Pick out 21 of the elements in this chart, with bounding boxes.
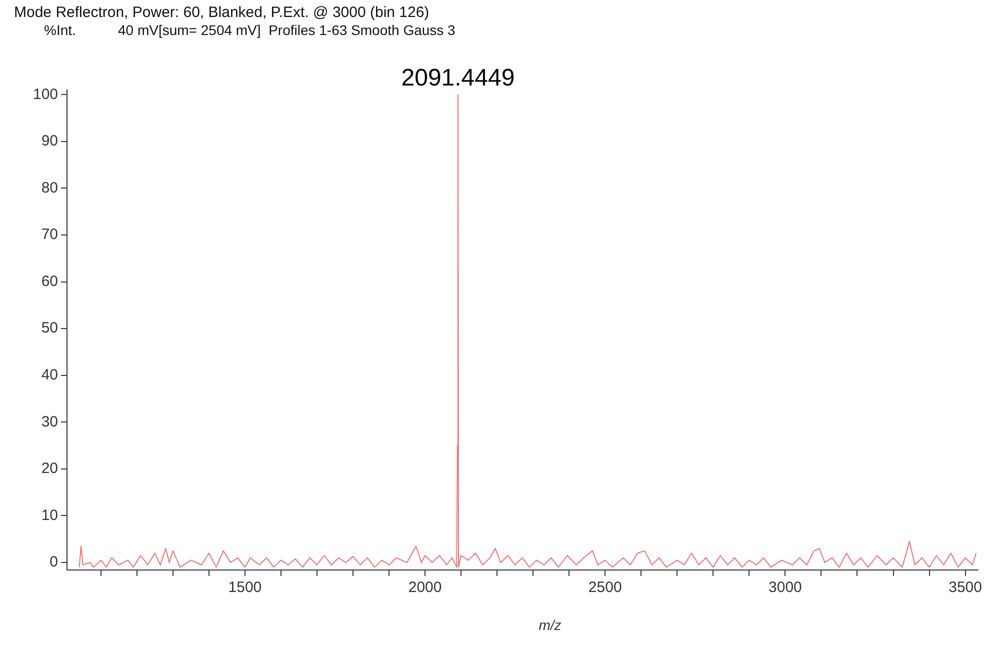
x-tick-label: 2500 xyxy=(588,579,622,596)
y-tick-label: 60 xyxy=(41,272,58,290)
chart-title: Mode Reflectron, Power: 60, Blanked, P.Ext. @ 3000 (bin 126) xyxy=(14,4,430,21)
x-tick-label: 2000 xyxy=(408,579,442,596)
x-axis-title: m/z xyxy=(538,617,562,633)
y-tick-label: 40 xyxy=(41,366,58,384)
y-axis-title: %Int. xyxy=(44,22,76,38)
chart-subtitle: 40 mV[sum= 2504 mV] Profiles 1-63 Smooth Gauss 3 xyxy=(118,22,456,38)
x-tick-label: 1500 xyxy=(228,579,262,596)
y-tick-label: 80 xyxy=(41,179,58,196)
y-tick-label: 50 xyxy=(41,320,58,337)
y-tick-label: 10 xyxy=(41,506,58,524)
y-tick-label: 90 xyxy=(41,132,58,150)
y-tick-label: 70 xyxy=(41,226,58,244)
annotation: 2091.4449 xyxy=(401,64,515,92)
y-tick-label: 100 xyxy=(32,86,58,103)
y-tick-label: 0 xyxy=(50,554,58,571)
x-tick-label: 3000 xyxy=(768,579,802,596)
x-tick-label: 3500 xyxy=(948,579,982,596)
y-tick-label: 30 xyxy=(41,413,58,430)
y-tick-label: 20 xyxy=(41,460,58,478)
